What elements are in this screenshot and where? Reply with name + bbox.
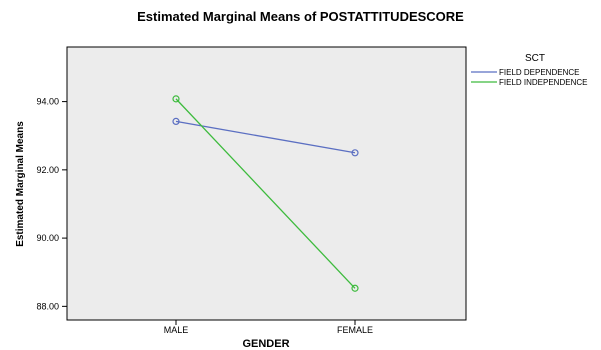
y-tick-label: 88.00	[36, 301, 59, 311]
series-line-2	[175, 98, 356, 289]
x-tick-label: FEMALE	[337, 325, 373, 335]
plot-background	[66, 46, 467, 321]
data-point	[172, 95, 180, 103]
legend-label: FIELD INDEPENDENCE	[499, 78, 587, 87]
legend-label: FIELD DEPENDENCE	[499, 68, 579, 77]
legend-title: SCT	[525, 53, 545, 64]
y-tick-label: 90.00	[36, 233, 59, 243]
y-axis-title: Estimated Marginal Means	[15, 121, 26, 247]
y-axis: 88.00 90.00 92.00 94.00	[36, 97, 67, 311]
x-tick-label: MALE	[164, 325, 189, 335]
y-tick-label: 94.00	[36, 97, 59, 107]
x-axis: MALE FEMALE	[164, 320, 373, 335]
series-line-1	[175, 120, 356, 154]
chart-title: Estimated Marginal Means of POSTATTITUDE…	[137, 9, 464, 24]
series-group	[172, 95, 359, 292]
data-point	[172, 117, 180, 125]
x-axis-title: GENDER	[242, 338, 289, 350]
data-point	[351, 149, 359, 157]
data-point	[351, 284, 359, 292]
y-tick-label: 92.00	[36, 165, 59, 175]
